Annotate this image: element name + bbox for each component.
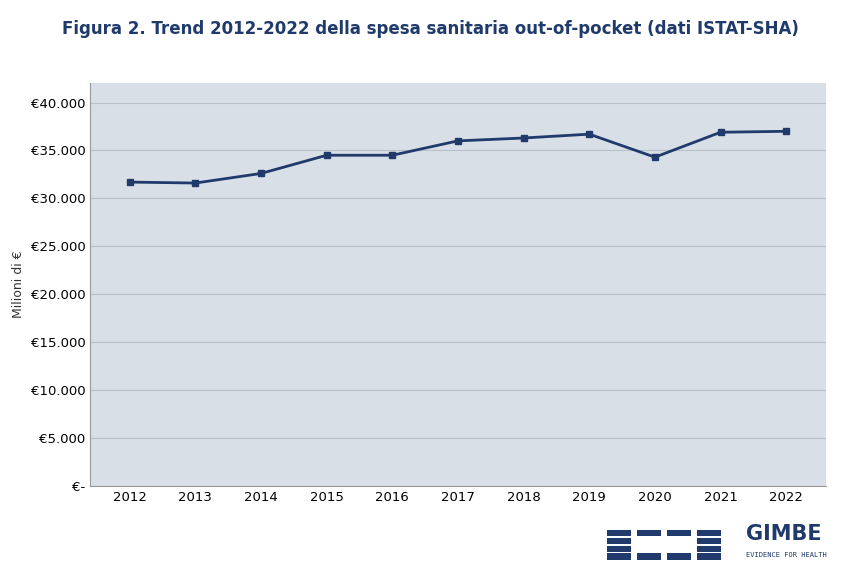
Y-axis label: Milioni di €: Milioni di € xyxy=(12,251,25,319)
FancyBboxPatch shape xyxy=(607,538,631,544)
FancyBboxPatch shape xyxy=(607,553,631,560)
FancyBboxPatch shape xyxy=(697,546,722,552)
Text: Figura 2. Trend 2012-2022 della spesa sanitaria out-of-pocket (dati ISTAT-SHA): Figura 2. Trend 2012-2022 della spesa sa… xyxy=(62,20,798,38)
FancyBboxPatch shape xyxy=(697,538,722,544)
FancyBboxPatch shape xyxy=(637,553,661,560)
FancyBboxPatch shape xyxy=(607,530,631,536)
FancyBboxPatch shape xyxy=(667,553,691,560)
FancyBboxPatch shape xyxy=(667,530,691,536)
Text: GIMBE: GIMBE xyxy=(746,524,822,544)
FancyBboxPatch shape xyxy=(697,553,722,560)
FancyBboxPatch shape xyxy=(607,546,631,552)
FancyBboxPatch shape xyxy=(697,530,722,536)
Text: EVIDENCE FOR HEALTH: EVIDENCE FOR HEALTH xyxy=(746,551,827,558)
FancyBboxPatch shape xyxy=(637,530,661,536)
